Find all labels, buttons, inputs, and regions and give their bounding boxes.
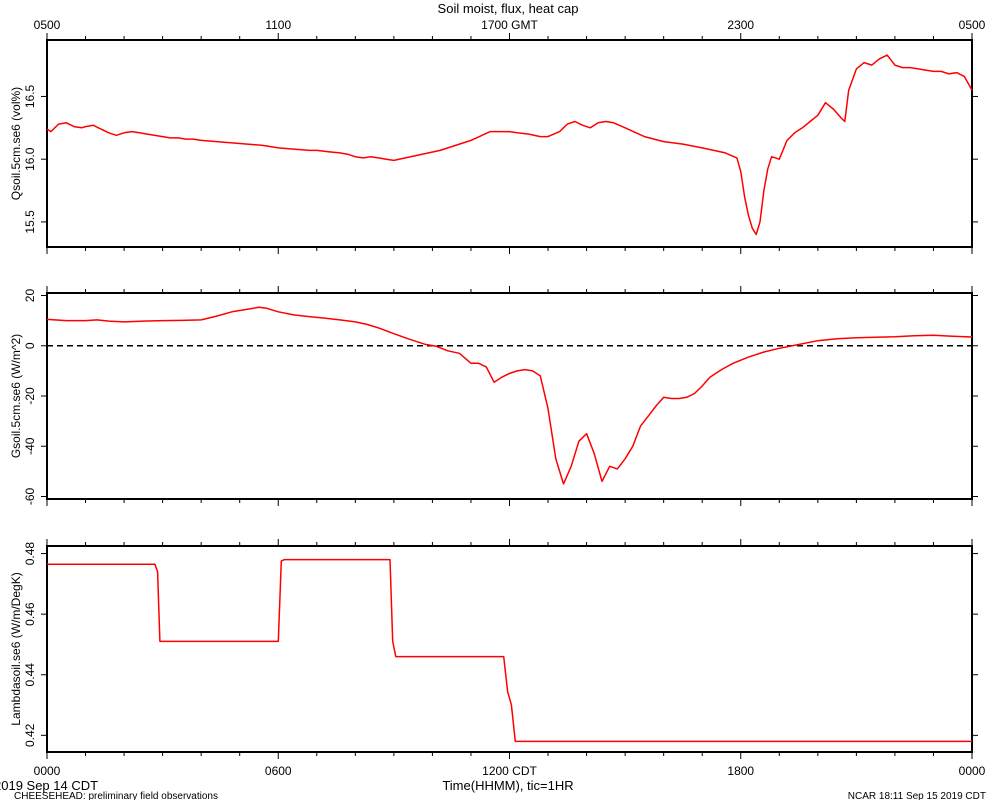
y-tick-label: -20 <box>23 387 37 405</box>
panel-2: -60 -40 -20 0 20 Gsoil.5cm.se6 (W/m^2) <box>9 286 978 506</box>
bottom-tick-label: 0600 <box>265 764 292 778</box>
series-line <box>46 306 973 485</box>
y-tick-label: -60 <box>23 487 37 505</box>
y-tick-label: 0.48 <box>23 542 37 566</box>
bottom-tick-label: 0000 <box>959 764 986 778</box>
top-tick-label: 0500 <box>34 18 61 32</box>
top-time-axis: 0500 1100 1700 GMT 2300 0500 <box>34 18 986 32</box>
chart-title: Soil moist, flux, heat cap <box>438 1 579 16</box>
plot-frame <box>46 545 973 753</box>
y-tick-label: 15.5 <box>23 210 37 234</box>
top-tick-label: 1100 <box>265 18 291 32</box>
y-tick-label: 0.46 <box>23 602 37 626</box>
plot-frame <box>46 39 973 248</box>
top-tick-label: 0500 <box>959 18 986 32</box>
bottom-tick-label: 0000 <box>34 764 61 778</box>
series-line <box>47 558 972 743</box>
plot-frame <box>46 292 973 500</box>
y-tick-label: 16.5 <box>23 84 37 108</box>
y-tick-label: 16.0 <box>23 147 37 171</box>
top-tick-label: 2300 <box>727 18 754 32</box>
y-axis-label: Gsoil.5cm.se6 (W/m^2) <box>9 334 23 458</box>
top-tick-label: 1700 GMT <box>481 18 538 32</box>
footer-date: 2019 Sep 14 CDT <box>0 778 98 793</box>
bottom-tick-label: 1800 <box>727 764 754 778</box>
x-axis-label: Time(HHMM), tic=1HR <box>442 778 573 793</box>
footer-right-note: NCAR 18:11 Sep 15 2019 CDT <box>848 791 986 800</box>
y-tick-label: 0.42 <box>23 723 37 747</box>
bottom-time-axis: 0000 0600 1200 CDT 1800 0000 <box>34 764 986 778</box>
y-tick-label: -40 <box>23 437 37 455</box>
series-line <box>46 54 973 236</box>
y-tick-label: 0.44 <box>23 663 37 687</box>
y-tick-label: 20 <box>23 289 37 303</box>
y-tick-label: 0 <box>23 342 37 349</box>
bottom-tick-label: 1200 CDT <box>482 764 537 778</box>
y-axis-label: Qsoil.5cm.se6 (vol%) <box>9 87 23 200</box>
footer-left-note: CHEESEHEAD: preliminary field observatio… <box>14 791 218 800</box>
y-axis-label: Lambdasoil.se6 (W/m/DegK) <box>9 572 23 725</box>
